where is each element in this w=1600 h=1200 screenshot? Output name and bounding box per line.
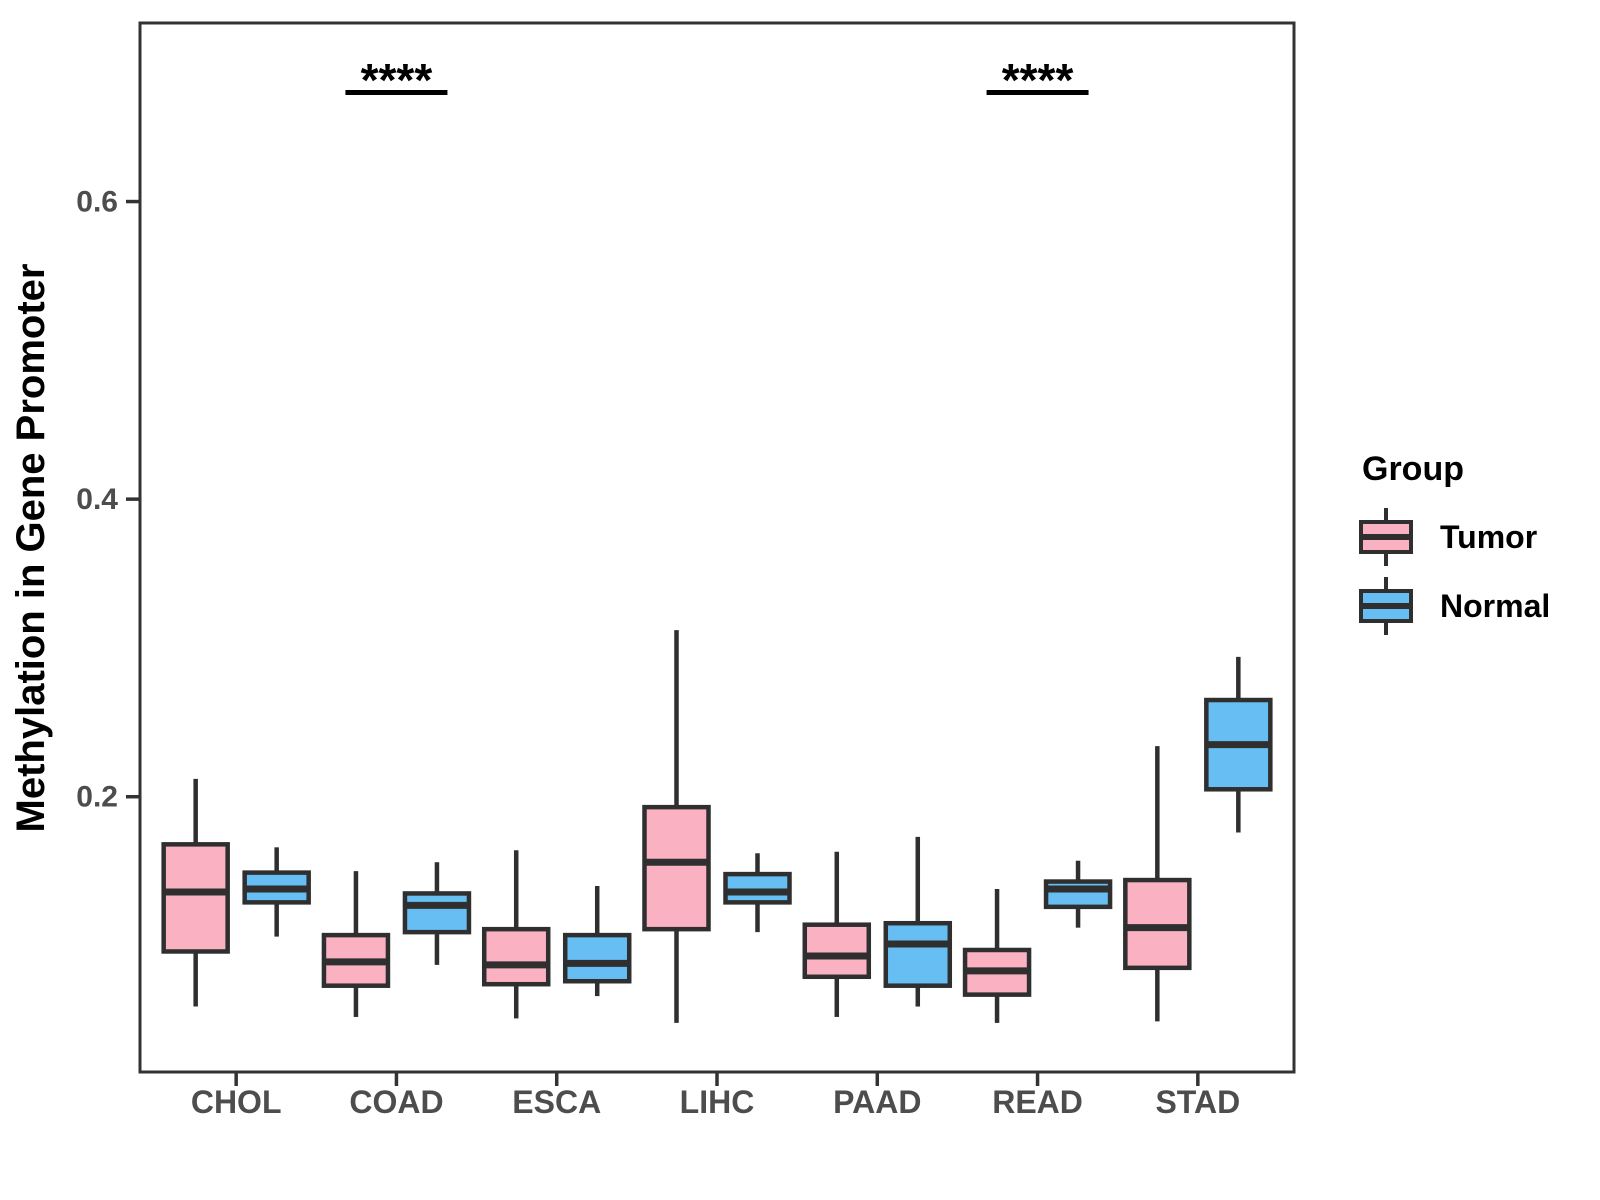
legend-item-label-tumor: Tumor — [1440, 518, 1538, 555]
y-tick-label-0.4: 0.4 — [76, 483, 118, 516]
y-tick-label-0.2: 0.2 — [76, 781, 118, 814]
legend-title: Group — [1362, 450, 1464, 488]
x-tick-label-esca: ESCA — [512, 1084, 601, 1120]
y-axis-title: Methylation in Gene Promoter — [9, 264, 53, 833]
normal-boxplot-key-icon — [1359, 577, 1413, 635]
box-stad-tumor — [1123, 877, 1192, 971]
plot-panel-border — [138, 21, 1296, 1074]
tumor-boxplot-key-icon — [1359, 508, 1413, 566]
legend-item-normal: Normal — [1356, 574, 1550, 638]
legend: Group Tumor Normal — [1356, 450, 1550, 643]
box-esca-tumor — [481, 926, 551, 987]
y-tick-label-0.6: 0.6 — [76, 186, 118, 219]
x-tick-label-stad: STAD — [1155, 1084, 1240, 1120]
box-chol-tumor — [161, 842, 230, 954]
x-tick-label-coad: COAD — [349, 1084, 443, 1120]
x-tick-label-lihc: LIHC — [680, 1084, 755, 1120]
box-lihc-normal — [723, 871, 792, 905]
x-tick-label-read: READ — [992, 1084, 1083, 1120]
plot-area: 0.2 0.4 0.6 CHOL COAD ESCA LIHC PAAD READ STAD ***… — [76, 21, 1296, 1120]
x-tick-label-paad: PAAD — [833, 1084, 921, 1120]
box-lihc-tumor — [642, 804, 711, 932]
legend-item-tumor: Tumor — [1356, 505, 1550, 569]
box-paad-tumor — [802, 922, 872, 980]
box-esca-normal — [562, 932, 632, 984]
box-coad-normal — [402, 891, 472, 935]
box-paad-normal — [883, 920, 953, 988]
significance-stars-read: **** — [1002, 54, 1074, 106]
significance-stars-coad: **** — [361, 54, 433, 106]
x-tick-label-chol: CHOL — [191, 1084, 282, 1120]
legend-item-label-normal: Normal — [1440, 587, 1551, 624]
box-read-normal — [1043, 879, 1113, 910]
